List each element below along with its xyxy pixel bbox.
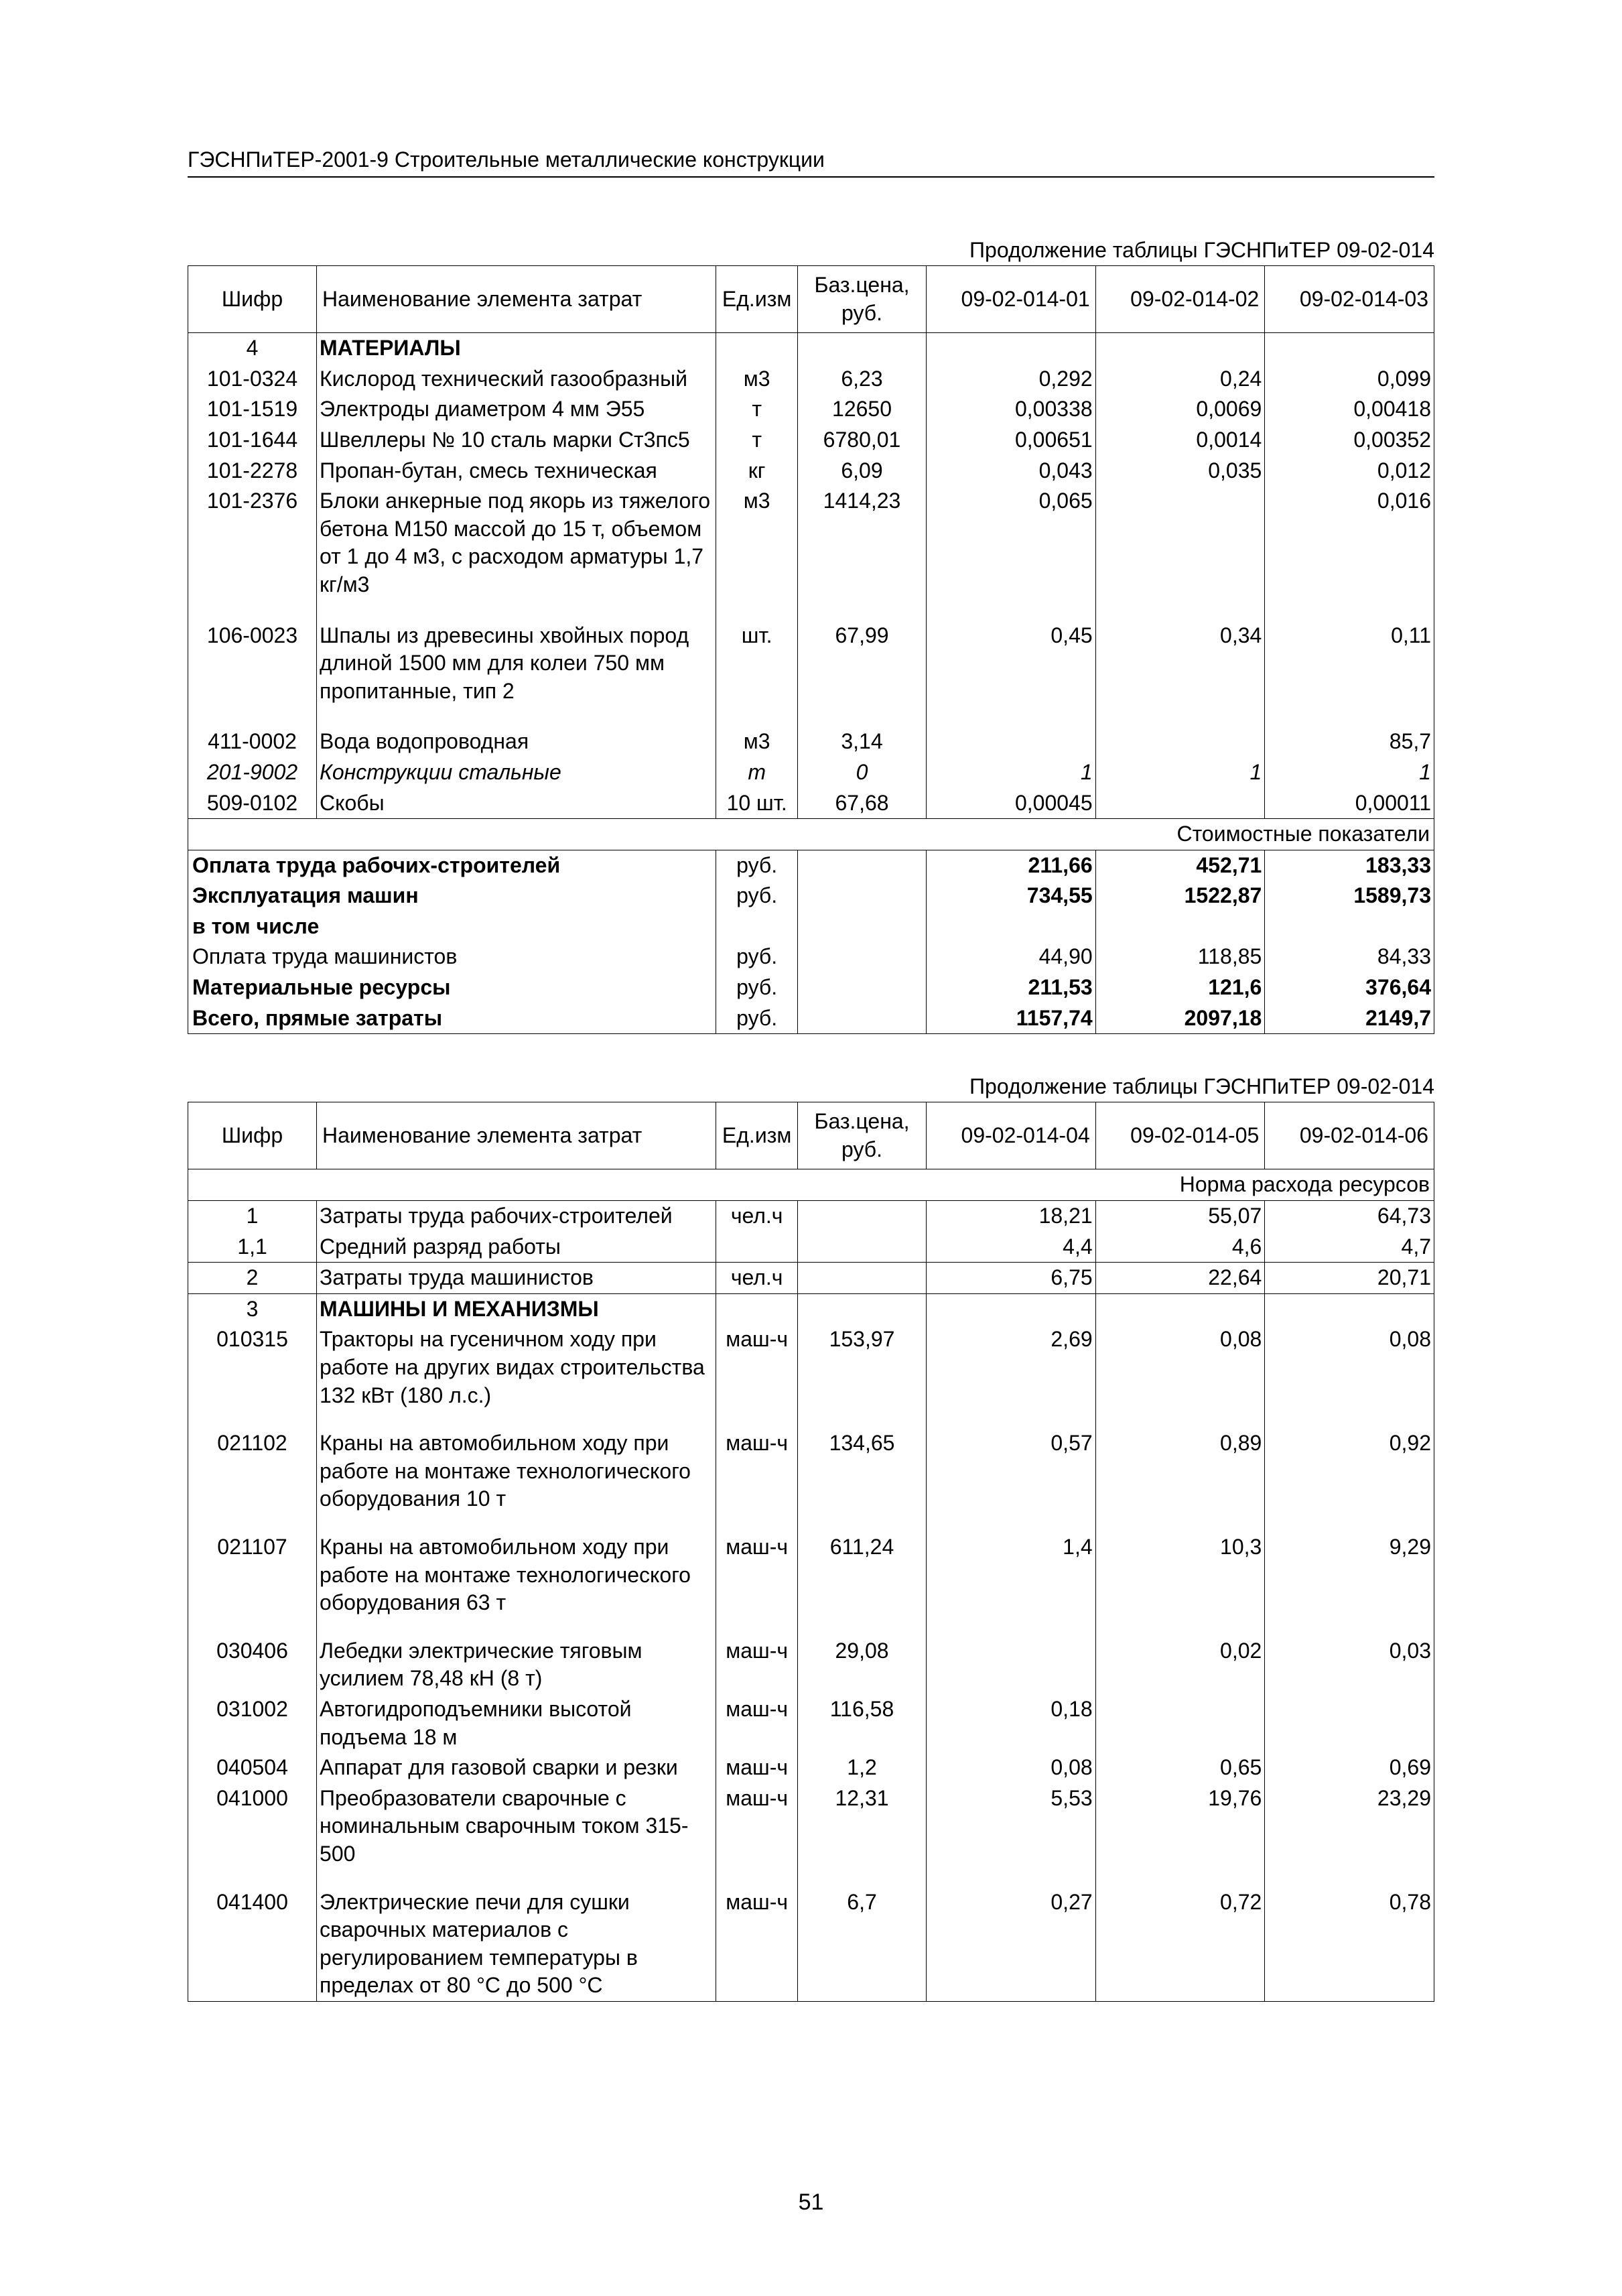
table-row-pad [188, 1870, 1434, 1887]
table-row-pad [188, 706, 1434, 726]
table-row-pad [188, 1411, 1434, 1428]
table-row: 041400Электрические печи для сушки сваро… [188, 1887, 1434, 2002]
table-row: 509-0102Скобы10 шт.67,680,000450,00011 [188, 788, 1434, 819]
page-number: 51 [0, 2189, 1622, 2216]
table-row: 1,1Средний разряд работы4,44,64,7 [188, 1232, 1434, 1263]
table-row: 021107Краны на автомобильном ходу при ра… [188, 1532, 1434, 1618]
table-header-row: ШифрНаименование элемента затратЕд.измБа… [188, 1102, 1434, 1169]
table-row: 030406Лебедки электрические тяговым усил… [188, 1636, 1434, 1694]
summary-row: Оплата труда рабочих-строителейруб.211,6… [188, 850, 1434, 881]
continuation-label-2: Продолжение таблицы ГЭСНПиТЕР 09-02-014 [188, 1074, 1434, 1099]
document-page: ГЭСНПиТЕР-2001-9 Строительные металличес… [0, 0, 1622, 2296]
summary-row: в том числе [188, 911, 1434, 942]
table-row: 101-1519Электроды диаметром 4 мм Э55т126… [188, 394, 1434, 425]
table-row: 031002Автогидроподъемники высотой подъем… [188, 1694, 1434, 1752]
continuation-label-1: Продолжение таблицы ГЭСНПиТЕР 09-02-014 [188, 238, 1434, 263]
table-row: 2Затраты труда машинистовчел.ч6,7522,642… [188, 1263, 1434, 1294]
table-row: 021102Краны на автомобильном ходу при ра… [188, 1428, 1434, 1515]
table-row-pad [188, 600, 1434, 621]
table-row: 411-0002Вода водопроводнаям33,1485,7 [188, 726, 1434, 757]
section-row: 4МАТЕРИАЛЫ [188, 333, 1434, 364]
table-row: 101-1644Швеллеры № 10 сталь марки Ст3пс5… [188, 425, 1434, 456]
table-row: 010315Тракторы на гусеничном ходу при ра… [188, 1324, 1434, 1411]
table-header-row: ШифрНаименование элемента затратЕд.измБа… [188, 266, 1434, 333]
summary-row: Эксплуатация машинруб.734,551522,871589,… [188, 881, 1434, 911]
table-row-pad [188, 1515, 1434, 1532]
table-row: 040504Аппарат для газовой сварки и резки… [188, 1752, 1434, 1783]
table-row: 101-2376Блоки анкерные под якорь из тяже… [188, 486, 1434, 600]
doc-header: ГЭСНПиТЕР-2001-9 Строительные металличес… [188, 147, 1434, 178]
table-row: 1Затраты труда рабочих-строителейчел.ч18… [188, 1201, 1434, 1232]
table-row: 101-2278Пропан-бутан, смесь техническаяк… [188, 456, 1434, 487]
table-row-pad [188, 1618, 1434, 1636]
cost-table-1: ШифрНаименование элемента затратЕд.измБа… [188, 265, 1434, 1034]
summary-row: Оплата труда машинистовруб.44,90118,8584… [188, 942, 1434, 972]
table-row: 201-9002Конструкции стальныет0111 [188, 757, 1434, 788]
cost-table-2: ШифрНаименование элемента затратЕд.измБа… [188, 1102, 1434, 2002]
table-row: 041000Преобразователи сварочные с номина… [188, 1783, 1434, 1870]
summary-row: Материальные ресурсыруб.211,53121,6376,6… [188, 972, 1434, 1003]
section-row: 3МАШИНЫ И МЕХАНИЗМЫ [188, 1293, 1434, 1324]
table-row: 101-0324Кислород технический газообразны… [188, 364, 1434, 395]
table-row: 106-0023Шпалы из древесины хвойных пород… [188, 621, 1434, 707]
summary-row: Всего, прямые затратыруб.1157,742097,182… [188, 1003, 1434, 1034]
cost-indicators-row: Стоимостные показатели [188, 819, 1434, 850]
norm-label-row: Норма расхода ресурсов [188, 1169, 1434, 1201]
